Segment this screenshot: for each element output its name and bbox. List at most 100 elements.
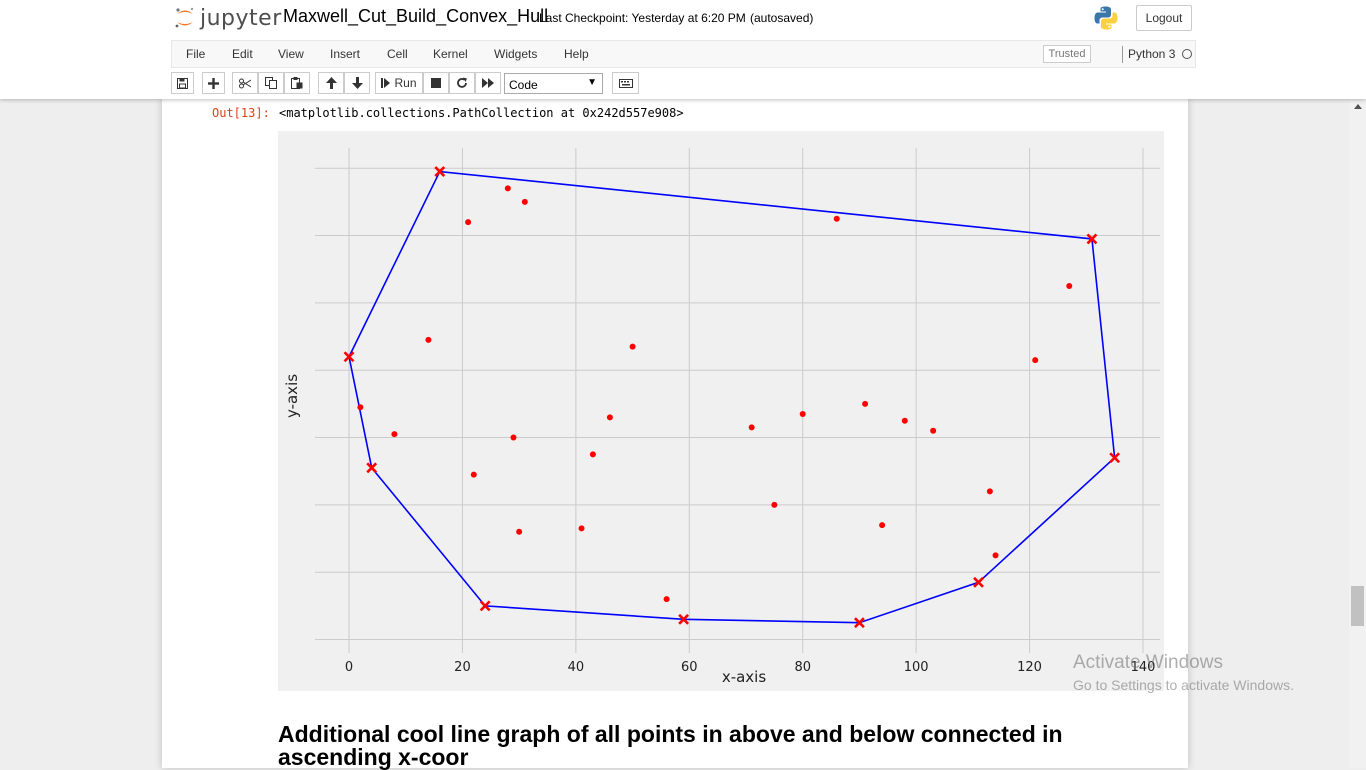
dropdown-caret-icon: ▼ <box>587 77 597 88</box>
x-tick-label: 100 <box>904 660 929 675</box>
grid-lines <box>315 148 1160 653</box>
copy-button[interactable] <box>258 72 284 94</box>
step-forward-icon <box>381 78 391 88</box>
scatter-plot: 020406080100120140020406080100120140 x-a… <box>278 131 1164 691</box>
toolbar: Run Code ▼ <box>171 72 1196 95</box>
marker-stroke <box>343 351 355 363</box>
paste-button[interactable] <box>284 72 310 94</box>
logout-button[interactable]: Logout <box>1136 5 1192 31</box>
output-text: <matplotlib.collections.PathCollection a… <box>279 106 684 120</box>
data-point <box>1032 357 1039 364</box>
checkpoint-status: Last Checkpoint: Yesterday at 6:20 PM <box>539 11 746 25</box>
trusted-badge[interactable]: Trusted <box>1043 45 1091 63</box>
data-point <box>589 451 596 458</box>
logo-text: jupyter <box>200 5 282 31</box>
scrollbar-thumb[interactable] <box>1351 586 1364 626</box>
run-label: Run <box>394 76 417 90</box>
interrupt-button[interactable] <box>423 72 449 94</box>
menu-file[interactable]: File <box>186 47 206 61</box>
menu-insert[interactable]: Insert <box>330 47 361 61</box>
cut-button[interactable] <box>232 72 258 94</box>
data-point <box>465 219 472 226</box>
data-point <box>992 552 999 559</box>
cell-type-select[interactable]: Code ▼ <box>504 73 603 94</box>
keyboard-icon <box>618 78 633 88</box>
command-palette-button[interactable] <box>612 72 639 94</box>
x-tick-label: 140 <box>1131 660 1156 675</box>
data-point <box>425 336 432 343</box>
save-button[interactable] <box>171 72 194 94</box>
data-point <box>629 343 636 350</box>
menu-kernel[interactable]: Kernel <box>433 47 468 61</box>
paste-icon <box>291 77 303 89</box>
notebook-name[interactable]: Maxwell_Cut_Build_Convex_Hull <box>283 6 549 26</box>
x-tick-label: 120 <box>1017 660 1042 675</box>
menu-widgets[interactable]: Widgets <box>494 47 538 61</box>
hull-line <box>348 170 1116 624</box>
data-point <box>771 501 778 508</box>
move-down-button[interactable] <box>344 72 370 94</box>
marker-stroke <box>1109 452 1121 464</box>
data-point <box>510 434 517 441</box>
marker-stroke <box>854 617 865 629</box>
data-point <box>470 471 477 478</box>
data-point <box>879 522 886 529</box>
notebook-header: jupyter Maxwell_Cut_Build_Convex_Hull La… <box>0 0 1366 99</box>
data-point <box>862 400 869 407</box>
marker-stroke <box>366 462 378 474</box>
activate-subtitle: Go to Settings to activate Windows. <box>1073 677 1294 693</box>
arrow-up-icon <box>325 77 337 89</box>
scroll-up-arrow-icon[interactable] <box>1354 104 1362 109</box>
data-point <box>1066 283 1073 290</box>
x-tick-label: 80 <box>794 660 811 675</box>
data-point <box>748 424 755 431</box>
data-point <box>578 525 585 532</box>
marker-stroke <box>479 600 491 612</box>
activate-title: Activate Windows <box>1073 652 1223 673</box>
data-point <box>986 488 993 495</box>
stop-icon <box>431 78 441 88</box>
hull-vertex-marker <box>1086 233 1098 245</box>
data-point <box>606 414 613 421</box>
data-point <box>391 431 398 438</box>
jupyter-logo[interactable]: jupyter <box>173 5 282 31</box>
kernel-name: Python 3 <box>1128 47 1176 61</box>
autosave-status: (autosaved) <box>750 11 814 25</box>
marker-stroke <box>434 166 446 177</box>
data-point <box>521 198 528 205</box>
copy-icon <box>265 77 277 89</box>
menu-edit[interactable]: Edit <box>232 47 253 61</box>
data-point <box>799 410 806 417</box>
menu-view[interactable]: View <box>278 47 304 61</box>
hull-vertex-marker <box>854 617 865 629</box>
run-all-button[interactable] <box>475 72 501 94</box>
insert-cell-button[interactable] <box>202 72 225 94</box>
data-point <box>901 417 908 424</box>
x-tick-label: 40 <box>568 660 585 675</box>
arrow-down-icon <box>351 77 363 89</box>
restart-button[interactable] <box>449 72 475 94</box>
cell-type-value: Code <box>509 78 538 92</box>
menu-help[interactable]: Help <box>564 47 589 61</box>
activate-windows-watermark: Activate Windows Go to Settings to activ… <box>1073 652 1294 693</box>
kernel-separator <box>1122 46 1123 63</box>
menu-cell[interactable]: Cell <box>387 47 408 61</box>
hull-vertex-marker <box>343 351 355 363</box>
data-point <box>930 427 937 434</box>
move-up-button[interactable] <box>318 72 344 94</box>
marker-stroke <box>1086 233 1098 245</box>
hull-vertex-marker <box>366 462 378 474</box>
hull-vertex-markers <box>343 166 1121 629</box>
restart-icon <box>457 77 467 88</box>
data-point <box>833 215 840 222</box>
chart-svg: 020406080100120140020406080100120140 x-a… <box>283 148 1160 686</box>
data-point <box>516 528 523 535</box>
marker-stroke <box>678 613 690 625</box>
convex-hull <box>348 170 1116 624</box>
data-point <box>663 596 670 603</box>
tick-labels: 020406080100120140020406080100120140 <box>345 660 1156 675</box>
page-scrollbar[interactable] <box>1349 99 1366 768</box>
plus-icon <box>208 77 219 89</box>
run-button[interactable]: Run <box>375 72 423 94</box>
data-point <box>504 185 511 192</box>
